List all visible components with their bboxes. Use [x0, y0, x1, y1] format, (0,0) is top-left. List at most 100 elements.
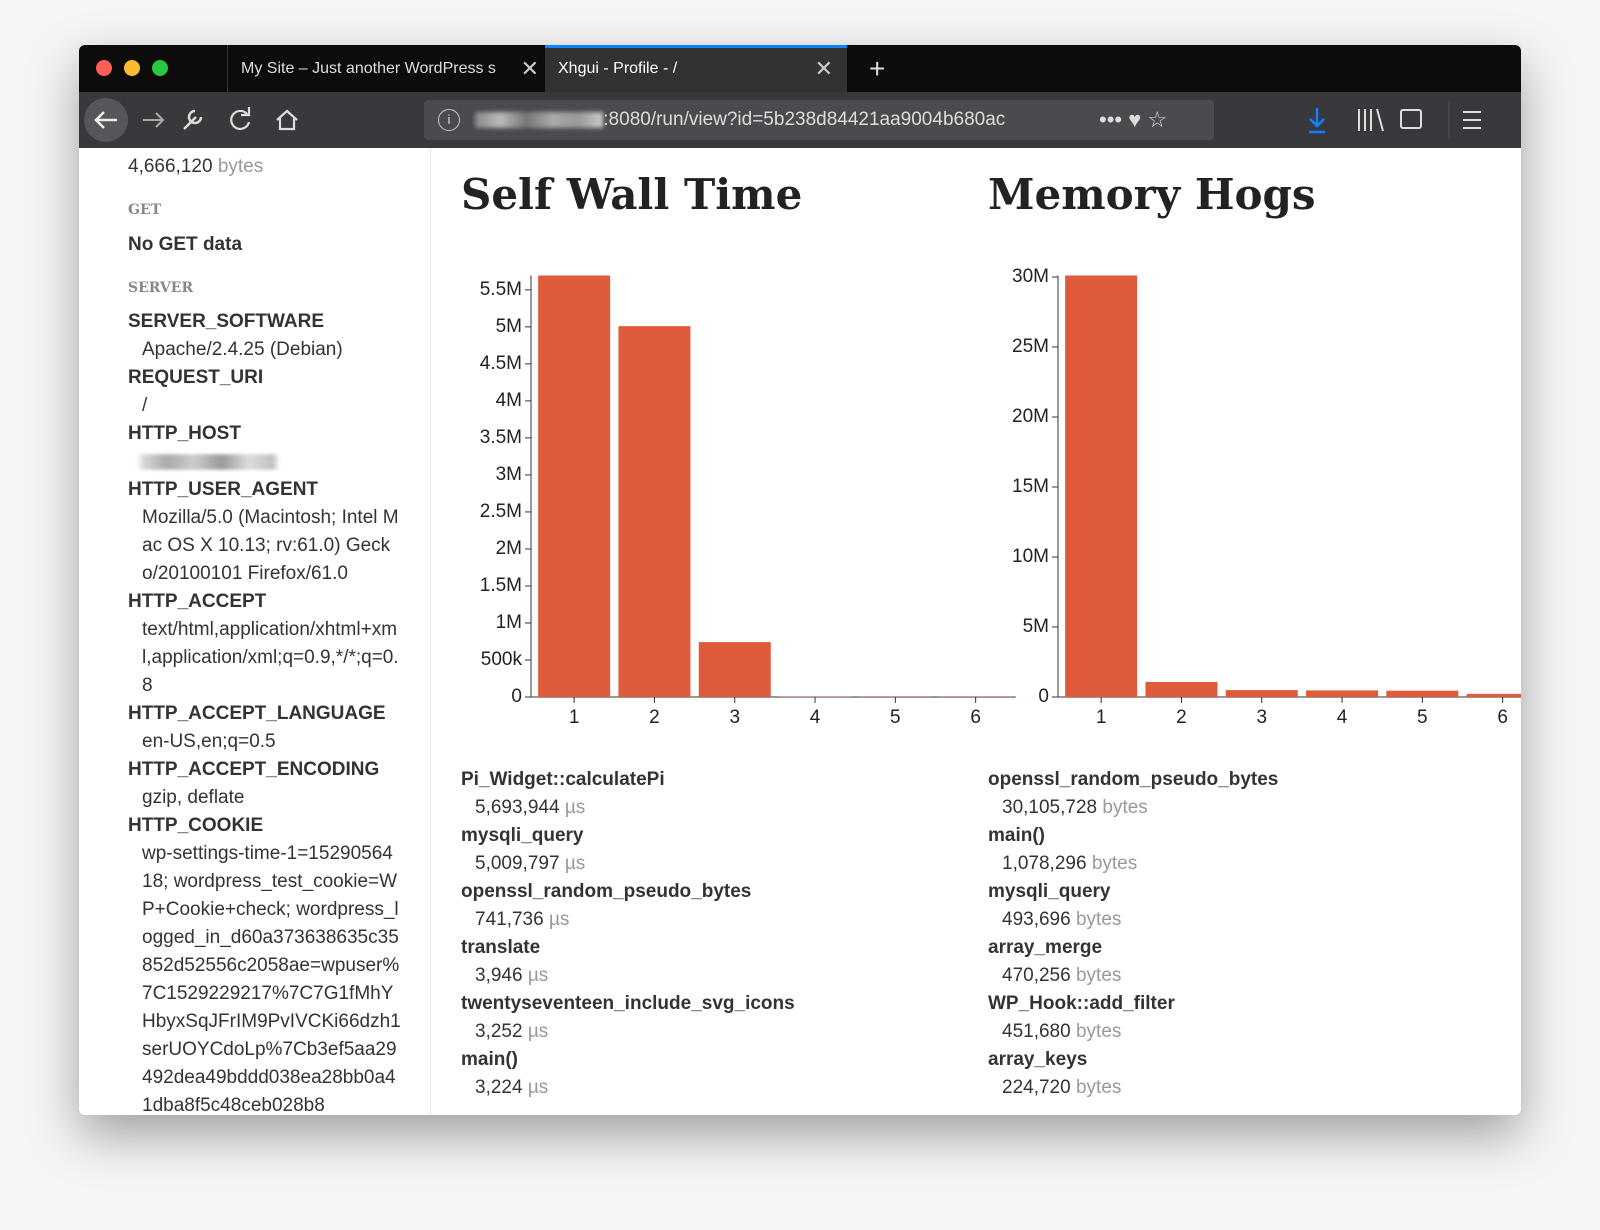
menu-button[interactable] — [1463, 111, 1481, 129]
minimize-button[interactable] — [124, 60, 140, 76]
x-tick-label: 5 — [1417, 707, 1428, 728]
page-actions[interactable]: ••• ♥ ☆ — [1089, 100, 1178, 140]
function-name: main() — [988, 825, 1045, 846]
function-name: Pi_Widget::calculatePi — [461, 769, 665, 790]
url-bar[interactable]: i :8080/run/view?id=5b238d84421aa9004b68… — [424, 100, 1214, 140]
chart-title: Self Wall Time — [461, 170, 802, 219]
function-value-row: 3,224 µs — [461, 1074, 795, 1102]
library-button[interactable] — [1358, 108, 1384, 132]
reload-button[interactable] — [230, 107, 251, 131]
function-unit: bytes — [1075, 1021, 1122, 1042]
x-tick-label: 1 — [569, 707, 580, 728]
home-button[interactable] — [276, 109, 298, 131]
entry-value: text/html,application/xhtml+xml,applicat… — [142, 619, 399, 696]
y-tick-label: 10M — [1012, 546, 1049, 567]
function-unit: bytes — [1091, 853, 1138, 874]
y-tick-label: 5.5M — [480, 279, 522, 300]
y-tick-label: 20M — [1012, 406, 1049, 427]
browser-window: My Site – Just another WordPress s ✕ Xhgu… — [79, 45, 1521, 1115]
function-value: 741,736 — [475, 909, 544, 930]
function-unit: bytes — [1102, 797, 1148, 818]
function-value-row: 5,009,797 µs — [461, 850, 795, 878]
bar — [538, 275, 611, 697]
tab-bar: My Site – Just another WordPress s ✕ Xhgu… — [79, 45, 1521, 92]
bar — [1466, 693, 1521, 697]
entry-value: / — [142, 395, 148, 416]
section-entries: SERVER_SOFTWARE Apache/2.4.25 (Debian) REQ… — [128, 308, 403, 1115]
y-tick-label: 25M — [1012, 336, 1049, 357]
function-value-row: 3,252 µs — [461, 1018, 795, 1046]
downloads-button[interactable] — [1309, 108, 1325, 134]
function-unit: bytes — [1075, 965, 1122, 986]
y-tick-label: 5M — [496, 316, 522, 337]
function-unit: µs — [564, 797, 586, 818]
entry-key: HTTP_USER_AGENT — [128, 479, 319, 500]
function-value-row: 493,696 bytes — [988, 906, 1278, 934]
entry-key: HTTP_ACCEPT_ENCODING — [128, 759, 380, 780]
function-value: 30,105,728 — [1002, 797, 1098, 818]
bar — [698, 642, 771, 697]
entry-key: HTTP_ACCEPT_LANGUAGE — [128, 703, 386, 724]
tab[interactable]: Xhgui - Profile - / ✕ — [545, 45, 847, 92]
function-name: openssl_random_pseudo_bytes — [988, 769, 1279, 790]
function-name: mysqli_query — [461, 825, 584, 846]
tools-button[interactable] — [183, 109, 203, 130]
bar — [1145, 681, 1218, 697]
function-list: openssl_random_pseudo_bytes 30,105,728 by… — [988, 766, 1278, 1102]
chart-title: Memory Hogs — [988, 170, 1316, 219]
function-value-row: 470,256 bytes — [988, 962, 1278, 990]
tab-close[interactable]: ✕ — [814, 56, 833, 81]
y-tick-label: 3M — [496, 464, 522, 485]
function-value: 3,252 — [475, 1021, 523, 1042]
entry-value: gzip, deflate — [142, 787, 245, 808]
function-value-row: 224,720 bytes — [988, 1074, 1278, 1102]
entry-key: HTTP_HOST — [128, 423, 241, 444]
function-value-row: 1,078,296 bytes — [988, 850, 1278, 878]
function-value: 451,680 — [1002, 1021, 1071, 1042]
y-tick-label: 0 — [1038, 686, 1049, 707]
y-tick-label: 2M — [496, 538, 522, 559]
sidebar: 4,666,120 bytes GET No GET data SERVER SERVE… — [79, 148, 431, 1115]
y-tick-label: 0 — [511, 686, 522, 707]
function-value: 224,720 — [1002, 1077, 1071, 1098]
main-content: Self Wall Time 0 500k 1M 1.5M 2M 2.5M 3M 3.5M 4M 4… — [431, 148, 1521, 1115]
bar — [618, 326, 691, 697]
section-note: No GET data — [128, 234, 243, 255]
x-tick-label: 2 — [649, 707, 660, 728]
y-tick-label: 4M — [496, 390, 522, 411]
function-name: array_keys — [988, 1049, 1088, 1070]
function-value-row: 3,946 µs — [461, 962, 795, 990]
function-value-row: 30,105,728 bytes — [988, 794, 1278, 822]
function-unit: bytes — [1075, 909, 1122, 930]
y-tick-label: 2.5M — [480, 501, 522, 522]
x-tick-label: 4 — [810, 707, 821, 728]
bar — [1065, 275, 1138, 697]
close-button[interactable] — [96, 60, 112, 76]
function-value: 3,224 — [475, 1077, 523, 1098]
y-tick-label: 4.5M — [480, 353, 522, 374]
y-tick-label: 15M — [1012, 476, 1049, 497]
entry-key: SERVER_SOFTWARE — [128, 311, 325, 332]
blurred-host — [475, 111, 604, 128]
charts: Self Wall Time 0 500k 1M 1.5M 2M 2.5M 3M 3.5M 4M 4… — [461, 170, 1521, 728]
entry-key: HTTP_COOKIE — [128, 815, 264, 836]
info-icon[interactable]: i — [438, 108, 460, 131]
function-value: 493,696 — [1002, 909, 1071, 930]
bar — [1386, 690, 1459, 697]
y-tick-label: 1.5M — [480, 575, 522, 596]
zoom-button[interactable] — [152, 60, 168, 76]
tab-close[interactable]: ✕ — [514, 45, 539, 92]
tab[interactable]: My Site – Just another WordPress s ✕ — [227, 45, 553, 92]
bar — [1225, 690, 1298, 697]
top-value: 4,666,120 — [128, 156, 213, 177]
function-name: WP_Hook::add_filter — [988, 993, 1175, 1014]
new-tab[interactable]: + — [869, 53, 886, 84]
function-name: openssl_random_pseudo_bytes — [461, 881, 752, 902]
sidebar-content: 4,666,120 bytes GET No GET data SERVER SERVE… — [128, 153, 403, 1115]
tab-title: My Site – Just another WordPress s — [241, 60, 496, 77]
forward-button[interactable] — [143, 112, 165, 128]
sidebar-button[interactable] — [1400, 109, 1422, 129]
url-text: :8080/run/view?id=5b238d84421aa9004b680a… — [603, 109, 1006, 130]
y-tick-label: 1M — [496, 612, 522, 633]
function-list: Pi_Widget::calculatePi 5,693,944 µs mysqli… — [461, 766, 795, 1102]
